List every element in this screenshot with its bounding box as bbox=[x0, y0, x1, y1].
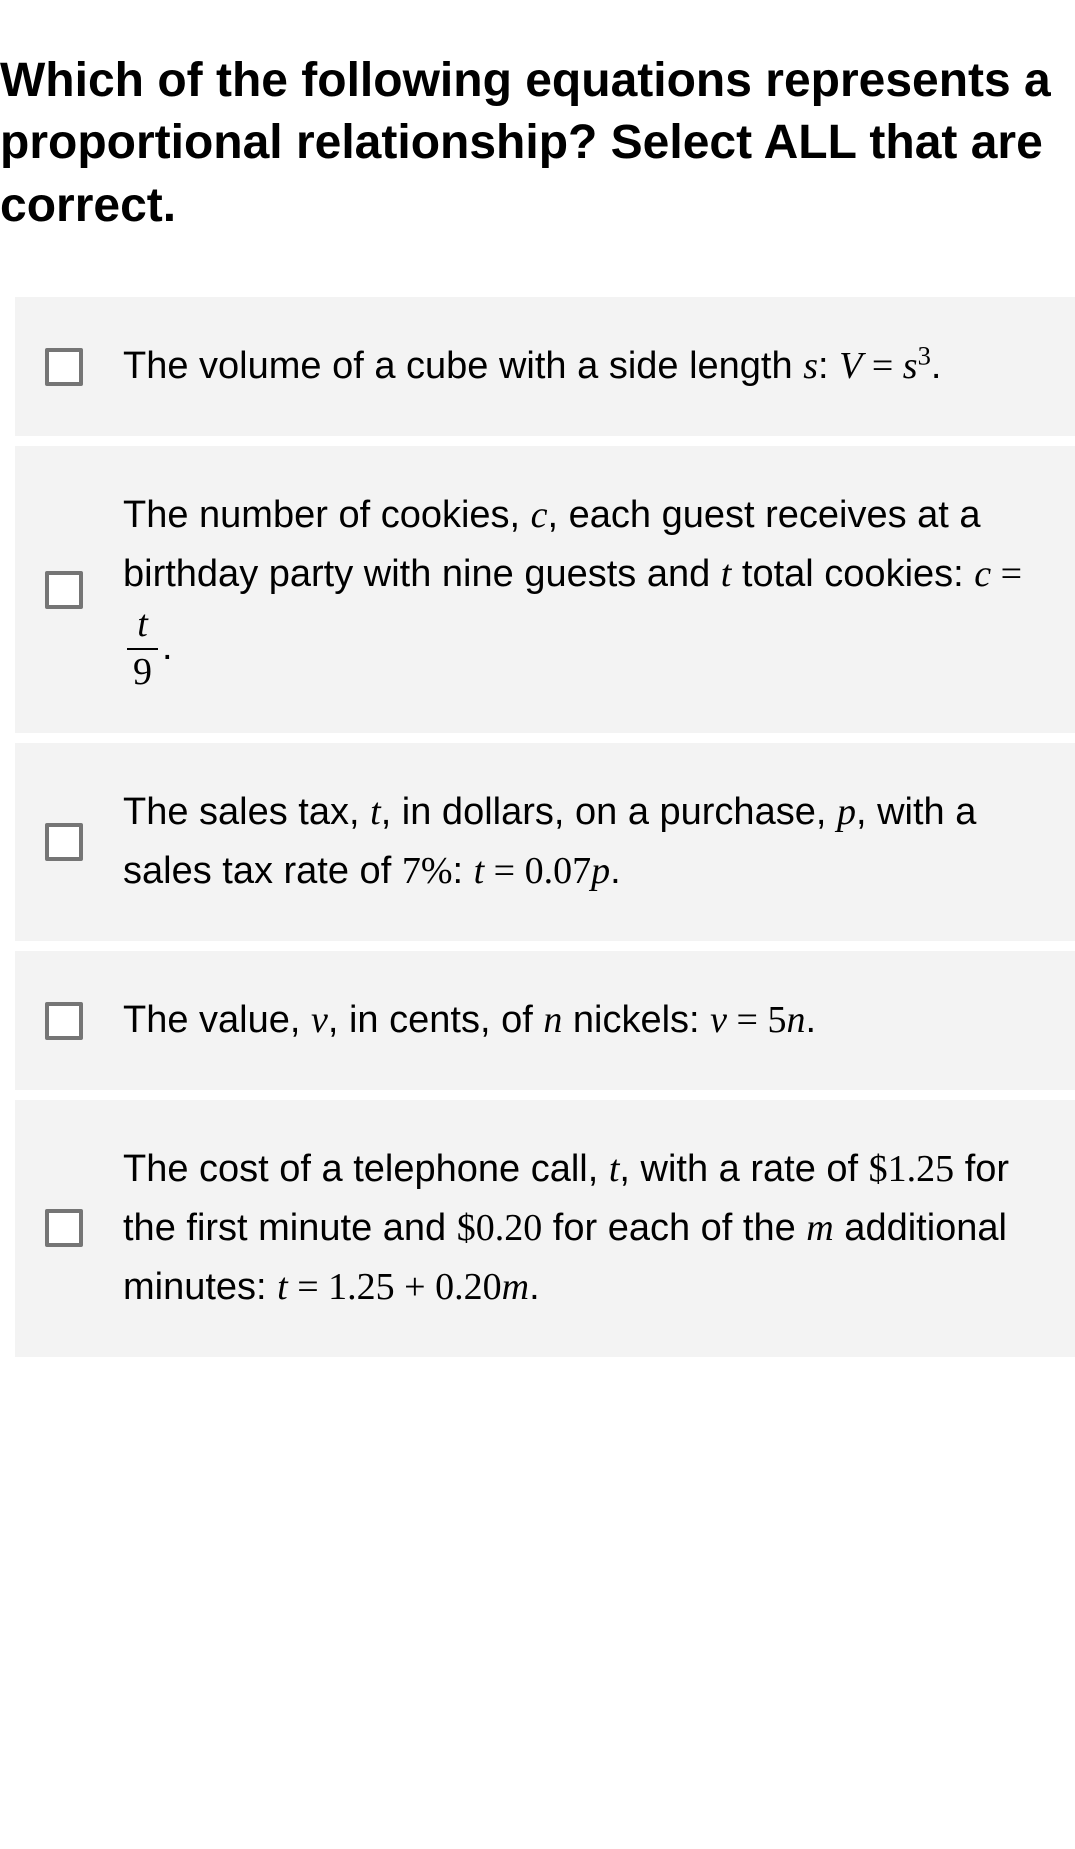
math-var: t bbox=[370, 791, 381, 833]
text-segment: : bbox=[452, 850, 473, 892]
math-var: v bbox=[311, 999, 328, 1041]
math-var: t bbox=[609, 1148, 620, 1190]
text-segment: The cost of a telephone call, bbox=[123, 1148, 609, 1190]
option-text: The value, v, in cents, of n nickels: v … bbox=[123, 991, 1045, 1050]
math-num: 1.25 bbox=[328, 1266, 395, 1308]
text-segment: The value, bbox=[123, 999, 311, 1041]
math-num: 7% bbox=[402, 850, 453, 892]
math-op: = bbox=[727, 999, 767, 1041]
text-segment: , with a rate of bbox=[619, 1148, 868, 1190]
math-var: n bbox=[543, 999, 562, 1041]
text-segment: . bbox=[931, 345, 942, 387]
fraction-denominator: 9 bbox=[127, 650, 158, 694]
text-segment: The sales tax, bbox=[123, 791, 370, 833]
math-num: 0.07 bbox=[525, 850, 592, 892]
math-num: 5 bbox=[767, 999, 786, 1041]
math-var: c bbox=[531, 494, 548, 536]
options-list: The volume of a cube with a side length … bbox=[0, 297, 1075, 1357]
math-var: t bbox=[277, 1266, 288, 1308]
math-var: v bbox=[710, 999, 727, 1041]
math-var: c bbox=[974, 553, 991, 595]
option-text: The cost of a telephone call, t, with a … bbox=[123, 1140, 1045, 1317]
math-var: m bbox=[806, 1207, 833, 1249]
text-segment: : bbox=[818, 345, 839, 387]
math-var: V bbox=[839, 345, 862, 387]
option-checkbox-2[interactable] bbox=[45, 823, 83, 861]
text-segment: total cookies: bbox=[731, 553, 974, 595]
math-fraction: t9 bbox=[127, 604, 158, 694]
option-row: The number of cookies, c, each guest rec… bbox=[15, 446, 1075, 733]
option-checkbox-1[interactable] bbox=[45, 571, 83, 609]
text-segment: The volume of a cube with a side length bbox=[123, 345, 803, 387]
math-op: = bbox=[862, 345, 902, 387]
option-row: The cost of a telephone call, t, with a … bbox=[15, 1100, 1075, 1357]
question-title: Which of the following equations represe… bbox=[0, 0, 1075, 297]
math-var: s bbox=[803, 345, 818, 387]
math-num: 0.20 bbox=[435, 1266, 502, 1308]
text-segment: . bbox=[529, 1266, 540, 1308]
text-segment: nickels: bbox=[562, 999, 710, 1041]
option-text: The sales tax, t, in dollars, on a purch… bbox=[123, 783, 1045, 901]
math-op: + bbox=[395, 1266, 435, 1308]
option-text: The number of cookies, c, each guest rec… bbox=[123, 486, 1045, 693]
option-checkbox-3[interactable] bbox=[45, 1002, 83, 1040]
option-row: The volume of a cube with a side length … bbox=[15, 297, 1075, 436]
math-var: p bbox=[837, 791, 856, 833]
text-segment: . bbox=[610, 850, 621, 892]
math-num: $1.25 bbox=[869, 1148, 955, 1190]
fraction-numerator: t bbox=[127, 604, 158, 650]
text-segment: . bbox=[805, 999, 816, 1041]
math-num: $0.20 bbox=[457, 1207, 543, 1249]
text-segment: , in dollars, on a purchase, bbox=[381, 791, 837, 833]
math-op: = bbox=[991, 553, 1022, 595]
text-segment: for each of the bbox=[542, 1207, 806, 1249]
text-segment: , in cents, of bbox=[328, 999, 543, 1041]
option-row: The sales tax, t, in dollars, on a purch… bbox=[15, 743, 1075, 941]
math-var: n bbox=[786, 999, 805, 1041]
math-var: m bbox=[502, 1266, 529, 1308]
math-var: s bbox=[903, 345, 918, 387]
math-op: = bbox=[484, 850, 524, 892]
math-var: t bbox=[474, 850, 485, 892]
option-checkbox-4[interactable] bbox=[45, 1209, 83, 1247]
math-exponent: 3 bbox=[918, 341, 931, 371]
option-checkbox-0[interactable] bbox=[45, 348, 83, 386]
option-text: The volume of a cube with a side length … bbox=[123, 337, 1045, 396]
math-var: t bbox=[721, 553, 732, 595]
option-row: The value, v, in cents, of n nickels: v … bbox=[15, 951, 1075, 1090]
text-segment: The number of cookies, bbox=[123, 494, 531, 536]
text-segment: . bbox=[162, 626, 173, 668]
math-var: p bbox=[591, 850, 610, 892]
math-op: = bbox=[288, 1266, 328, 1308]
